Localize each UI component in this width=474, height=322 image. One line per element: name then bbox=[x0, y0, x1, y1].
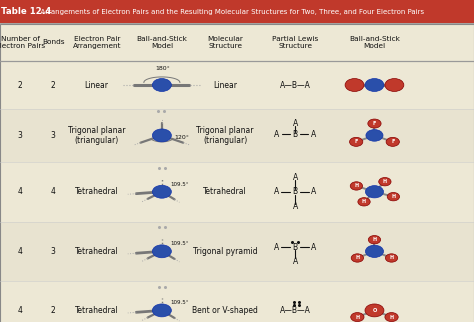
Text: Trigonal pyramid: Trigonal pyramid bbox=[193, 247, 257, 256]
Circle shape bbox=[153, 304, 172, 317]
Text: F: F bbox=[391, 139, 394, 144]
Bar bbox=[0, 23, 474, 61]
Bar bbox=[0, 162, 474, 222]
Circle shape bbox=[350, 182, 363, 190]
Circle shape bbox=[379, 177, 391, 186]
Bar bbox=[0, 281, 474, 322]
Text: 180°: 180° bbox=[155, 66, 170, 71]
Circle shape bbox=[387, 193, 400, 201]
Text: A: A bbox=[292, 173, 298, 182]
Circle shape bbox=[366, 129, 383, 141]
Text: A: A bbox=[292, 257, 298, 266]
Circle shape bbox=[365, 304, 384, 317]
Text: Tetrahedral: Tetrahedral bbox=[75, 306, 118, 315]
Text: B: B bbox=[292, 187, 298, 196]
Text: 2: 2 bbox=[51, 80, 56, 90]
Circle shape bbox=[365, 79, 384, 91]
Text: F: F bbox=[355, 139, 358, 144]
Text: A: A bbox=[273, 187, 279, 196]
Text: A: A bbox=[311, 243, 317, 252]
Circle shape bbox=[358, 198, 370, 206]
Circle shape bbox=[153, 79, 172, 91]
Bar bbox=[0, 61, 474, 109]
Text: Tetrahedral: Tetrahedral bbox=[75, 247, 118, 256]
Circle shape bbox=[368, 235, 381, 244]
Circle shape bbox=[385, 313, 398, 322]
Text: 4: 4 bbox=[18, 306, 23, 315]
Text: 4: 4 bbox=[51, 187, 56, 196]
Text: A: A bbox=[292, 202, 298, 211]
Text: 2: 2 bbox=[18, 80, 23, 90]
Text: 3: 3 bbox=[51, 131, 56, 140]
Text: Bent or V-shaped: Bent or V-shaped bbox=[192, 306, 258, 315]
Text: Tetrahedral: Tetrahedral bbox=[75, 187, 118, 196]
Text: 109.5°: 109.5° bbox=[171, 182, 189, 186]
Circle shape bbox=[345, 79, 364, 91]
Text: Ball-and-Stick
Model: Ball-and-Stick Model bbox=[349, 36, 400, 49]
Text: H: H bbox=[355, 184, 358, 188]
Text: H: H bbox=[390, 315, 393, 319]
Text: H: H bbox=[373, 237, 376, 242]
Circle shape bbox=[385, 79, 404, 91]
Text: Linear: Linear bbox=[213, 80, 237, 90]
Text: 109.5°: 109.5° bbox=[171, 300, 189, 305]
Bar bbox=[0, 109, 474, 162]
Circle shape bbox=[386, 137, 400, 147]
Text: O: O bbox=[372, 308, 377, 313]
Text: 120°: 120° bbox=[174, 136, 189, 140]
Text: A: A bbox=[273, 243, 279, 252]
Text: 3: 3 bbox=[51, 247, 56, 256]
Text: Ball-and-Stick
Model: Ball-and-Stick Model bbox=[137, 36, 187, 49]
Circle shape bbox=[351, 254, 364, 262]
Text: A: A bbox=[311, 187, 317, 196]
Circle shape bbox=[368, 119, 381, 128]
Circle shape bbox=[351, 313, 364, 322]
Text: 2: 2 bbox=[51, 306, 56, 315]
Text: A—B—A: A—B—A bbox=[280, 306, 310, 315]
Text: Trigonal planar
(triangular): Trigonal planar (triangular) bbox=[68, 126, 126, 145]
Circle shape bbox=[385, 254, 398, 262]
Text: B: B bbox=[292, 243, 298, 252]
Circle shape bbox=[153, 129, 172, 142]
Circle shape bbox=[365, 185, 383, 198]
Text: A: A bbox=[310, 130, 316, 138]
Text: A: A bbox=[274, 130, 280, 138]
Text: Arrangements of Electron Pairs and the Resulting Molecular Structures for Two, T: Arrangements of Electron Pairs and the R… bbox=[36, 9, 424, 14]
Text: Electron Pair
Arrangement: Electron Pair Arrangement bbox=[73, 36, 121, 49]
Bar bbox=[0, 222, 474, 281]
Text: H: H bbox=[392, 194, 395, 199]
Text: Partial Lewis
Structure: Partial Lewis Structure bbox=[272, 36, 318, 49]
Text: H: H bbox=[383, 179, 387, 184]
Text: Tetrahedral: Tetrahedral bbox=[203, 187, 247, 196]
Text: Table 12.4: Table 12.4 bbox=[1, 7, 52, 16]
Circle shape bbox=[365, 245, 383, 258]
Text: H: H bbox=[362, 199, 366, 204]
Text: Linear: Linear bbox=[85, 80, 109, 90]
Circle shape bbox=[153, 245, 172, 258]
Text: 3: 3 bbox=[18, 131, 23, 140]
Text: H: H bbox=[356, 315, 359, 319]
Text: H: H bbox=[390, 255, 393, 260]
Text: Molecular
Structure: Molecular Structure bbox=[207, 36, 243, 49]
Text: H: H bbox=[356, 255, 359, 260]
Text: F: F bbox=[373, 121, 376, 126]
Text: A: A bbox=[292, 119, 298, 128]
Text: Bonds: Bonds bbox=[42, 39, 64, 45]
Circle shape bbox=[349, 137, 363, 147]
Text: 109.5°: 109.5° bbox=[171, 241, 189, 246]
Text: A—B—A: A—B—A bbox=[280, 80, 310, 90]
Text: B: B bbox=[292, 130, 298, 138]
Text: Trigonal planar
(triangular): Trigonal planar (triangular) bbox=[196, 126, 254, 145]
Text: 4: 4 bbox=[18, 187, 23, 196]
Circle shape bbox=[153, 185, 172, 198]
Text: 4: 4 bbox=[18, 247, 23, 256]
Text: Number of
Electron Pairs: Number of Electron Pairs bbox=[0, 36, 45, 49]
Bar bbox=[0, 0, 474, 23]
